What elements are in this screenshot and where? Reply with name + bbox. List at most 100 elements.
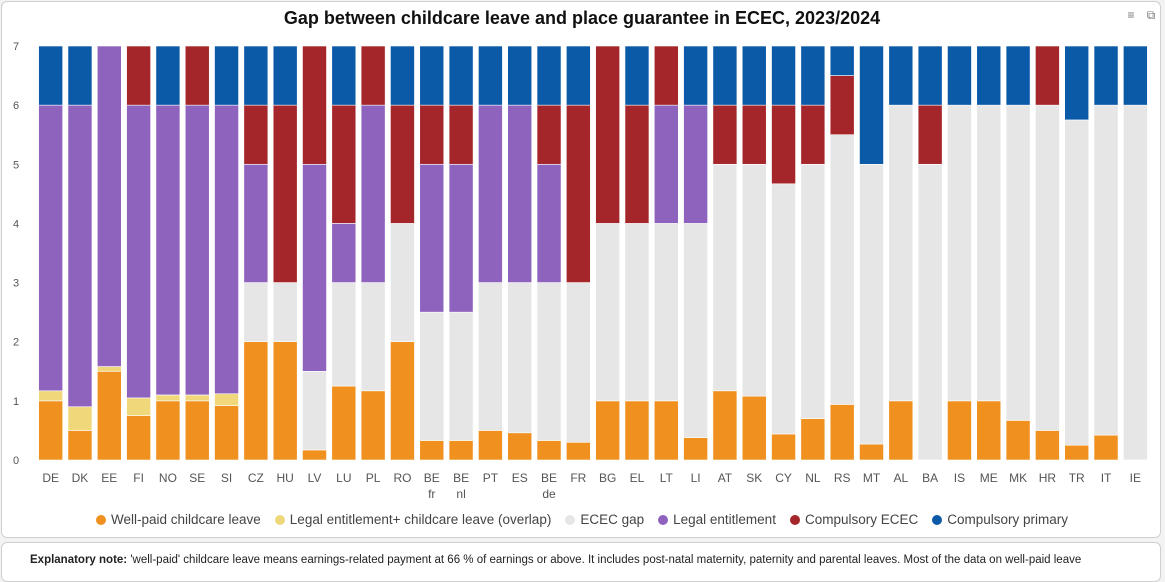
bar-segment-well-paid <box>566 441 591 461</box>
legend-label: Legal entitlement <box>673 512 776 527</box>
x-tick-label: LI <box>691 471 701 485</box>
bar-segment-gap <box>360 282 386 392</box>
bar-segment-compulsory-primary <box>976 45 1002 106</box>
bar-segment-gap <box>507 282 533 434</box>
bar-segment-compulsory-primary <box>478 45 503 106</box>
bar-segment-compulsory-primary <box>917 45 943 106</box>
bar-segment-gap <box>624 223 650 402</box>
chart-panel: Gap between childcare leave and place gu… <box>1 1 1161 538</box>
bar-segment-gap <box>888 104 914 402</box>
bar-segment-legal <box>507 104 533 283</box>
bar-segment-well-paid <box>419 440 445 461</box>
y-tick-label: 2 <box>13 337 19 349</box>
bar-segment-legal <box>478 104 503 283</box>
bar-segment-compulsory-ecec <box>741 104 767 165</box>
bar-segment-well-paid <box>859 443 884 461</box>
bar-segment-overlap <box>155 394 181 402</box>
bar-segment-compulsory-primary <box>507 45 533 106</box>
bar-segment-well-paid <box>243 341 269 461</box>
legend-item-compulsory-ecec[interactable]: Compulsory ECEC <box>789 512 919 527</box>
bar-segment-well-paid <box>800 418 826 461</box>
x-tick-label: SI <box>221 471 232 485</box>
x-tick-label: CY <box>775 471 792 485</box>
bar-segment-compulsory-primary <box>947 45 972 106</box>
bar-segment-well-paid <box>771 433 796 461</box>
bar-segment-gap <box>976 104 1002 402</box>
bar-segment-compulsory-primary <box>771 45 796 106</box>
legend: Well-paid childcare leave Legal entitleme… <box>2 512 1162 527</box>
legend-marker <box>789 514 800 525</box>
x-tick-label: HR <box>1039 471 1057 485</box>
bar-segment-legal <box>126 104 151 399</box>
x-tick-label: PL <box>366 471 381 485</box>
bar-segment-legal <box>302 163 327 372</box>
legend-item-compulsory-primary[interactable]: Compulsory primary <box>932 512 1068 527</box>
bar-segment-compulsory-primary <box>272 45 298 106</box>
bar-segment-legal <box>360 104 386 283</box>
bar-segment-legal <box>683 104 708 224</box>
bar-segment-gap <box>595 223 620 402</box>
bar-segment-compulsory-primary <box>243 45 269 106</box>
legend-item-overlap[interactable]: Legal entitlement+ childcare leave (over… <box>274 512 551 527</box>
bar-segment-legal <box>214 104 239 395</box>
bar-segment-gap <box>1123 104 1148 461</box>
bar-segment-overlap <box>126 397 151 416</box>
bar-segment-legal <box>67 104 93 408</box>
expand-icon[interactable]: ⧉ <box>1146 8 1156 22</box>
bar-segment-well-paid <box>829 404 855 461</box>
bar-segment-well-paid <box>595 400 620 461</box>
bar-segment-well-paid <box>536 440 562 461</box>
legend-item-gap[interactable]: ECEC gap <box>565 512 644 527</box>
x-tick-label: de <box>542 487 556 501</box>
bar-segment-overlap <box>38 390 63 402</box>
bar-segment-compulsory-ecec <box>419 104 445 165</box>
legend-item-legal[interactable]: Legal entitlement <box>658 512 776 527</box>
filter-icon[interactable]: ≡ <box>1127 8 1135 22</box>
bar-segment-well-paid <box>1064 444 1090 461</box>
x-tick-label: BA <box>922 471 938 485</box>
bar-segment-legal <box>243 163 269 283</box>
bar-segment-gap <box>272 282 298 343</box>
x-tick-label: LU <box>336 471 351 485</box>
y-tick-label: 4 <box>13 218 19 230</box>
note-label: Explanatory note: <box>30 554 128 566</box>
y-tick-label: 0 <box>13 455 19 467</box>
bar-segment-compulsory-primary <box>683 45 708 106</box>
x-tick-label: RO <box>393 471 411 485</box>
bar-segment-compulsory-primary <box>712 45 738 106</box>
bar-segment-compulsory-ecec <box>272 104 298 283</box>
legend-item-well-paid[interactable]: Well-paid childcare leave <box>95 512 261 527</box>
bar-segment-compulsory-ecec <box>536 104 562 165</box>
bar-segment-compulsory-ecec <box>917 104 943 165</box>
bar-segment-well-paid <box>331 385 357 461</box>
y-tick-label: 7 <box>13 41 19 53</box>
bar-segment-well-paid <box>888 400 914 461</box>
bar-segment-gap <box>448 311 474 441</box>
bar-segment-compulsory-ecec <box>653 45 679 106</box>
bar-segment-gap <box>302 370 327 451</box>
x-tick-label: BE <box>453 471 469 485</box>
bar-segment-compulsory-ecec <box>566 104 591 283</box>
x-tick-label: LT <box>660 471 674 485</box>
bar-segment-compulsory-primary <box>859 45 884 165</box>
y-tick-label: 6 <box>13 100 19 112</box>
x-tick-label: IS <box>954 471 965 485</box>
legend-label: Compulsory ECEC <box>804 512 919 527</box>
bar-segment-overlap <box>67 406 93 431</box>
bar-segment-compulsory-primary <box>448 45 474 106</box>
bar-segment-compulsory-primary <box>331 45 357 106</box>
bar-segment-gap <box>1035 104 1060 431</box>
bar-segment-well-paid <box>67 430 93 461</box>
y-tick-label: 3 <box>13 278 19 290</box>
legend-marker <box>932 514 943 525</box>
legend-marker <box>565 514 576 525</box>
bar-segment-compulsory-ecec <box>126 45 151 106</box>
x-tick-label: DK <box>72 471 89 485</box>
bar-segment-compulsory-ecec <box>243 104 269 165</box>
x-tick-label: FR <box>570 471 586 485</box>
bar-segment-well-paid <box>96 370 122 461</box>
bar-segment-overlap <box>96 366 122 372</box>
bar-segment-well-paid <box>214 405 239 461</box>
bar-segment-well-paid <box>155 400 181 461</box>
bar-segment-well-paid <box>360 390 386 461</box>
